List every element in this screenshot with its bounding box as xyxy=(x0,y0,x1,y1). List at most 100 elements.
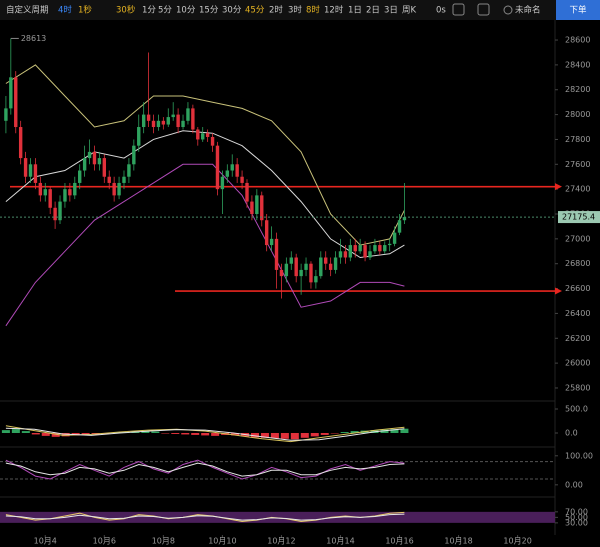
interval[interactable]: 4时 xyxy=(58,5,72,16)
y-tick-label: 26800 xyxy=(565,259,590,268)
timer[interactable]: 0s xyxy=(436,6,446,16)
candle-body xyxy=(141,114,146,128)
layout-name[interactable]: 未命名 xyxy=(515,5,541,16)
candle-body xyxy=(363,245,367,258)
candle-body xyxy=(358,245,362,252)
indicator-line xyxy=(5,513,405,521)
candle-body xyxy=(186,108,190,121)
candle-body xyxy=(402,217,407,221)
interval[interactable]: 1日 xyxy=(348,6,362,16)
interval[interactable]: 8时 xyxy=(306,5,320,16)
interval[interactable]: 3时 xyxy=(288,5,302,16)
candle-body xyxy=(368,251,372,258)
camera-icon[interactable] xyxy=(452,3,465,16)
candle-body xyxy=(43,189,47,196)
histogram-bar xyxy=(151,431,160,433)
histogram-bar xyxy=(171,433,180,434)
y-tick-label: 27400 xyxy=(565,185,590,194)
indicator-line xyxy=(5,163,405,327)
range-band xyxy=(0,511,555,523)
histogram-bar xyxy=(320,433,329,435)
candle-body xyxy=(176,114,180,128)
histogram-bar xyxy=(310,433,319,437)
candle-body xyxy=(63,189,67,202)
candle-body xyxy=(58,201,62,221)
x-tick-label: 10月4 xyxy=(34,537,57,546)
candle-body xyxy=(319,257,323,277)
y-tick-label: 500.0 xyxy=(565,405,588,414)
y-tick-label: 28400 xyxy=(565,60,590,69)
indicator-line xyxy=(5,427,405,441)
high-label: 28613 xyxy=(21,34,46,43)
candle-body xyxy=(215,145,220,190)
candle-body xyxy=(28,164,33,177)
candle-body xyxy=(18,127,23,159)
interval[interactable]: 30分 xyxy=(222,6,242,16)
candle-body xyxy=(92,151,97,165)
histogram-bar xyxy=(350,431,359,433)
interval[interactable]: 15分 xyxy=(199,6,219,16)
settings-icon[interactable] xyxy=(477,3,490,16)
candle-body xyxy=(343,251,348,258)
histogram-bar xyxy=(340,432,349,433)
histogram-bar xyxy=(191,433,200,435)
candle-body xyxy=(48,189,52,208)
candle-body xyxy=(137,127,141,146)
candle-body xyxy=(269,238,274,246)
order-button-label[interactable]: 下单 xyxy=(569,5,587,16)
interval[interactable]: 30秒 xyxy=(116,5,136,16)
candle-body xyxy=(220,176,225,190)
interval[interactable]: 2日 xyxy=(366,6,380,16)
histogram-bar xyxy=(231,433,240,436)
x-tick-label: 10月12 xyxy=(267,537,295,546)
interval[interactable]: 1秒 xyxy=(78,5,92,16)
y-tick-label: 50.00 xyxy=(565,513,588,522)
candle-body xyxy=(87,151,92,159)
histogram-bar xyxy=(41,433,50,436)
histogram-bar xyxy=(181,433,190,435)
candle-body xyxy=(78,170,82,183)
histogram-bar xyxy=(390,429,399,433)
x-tick-label: 10月14 xyxy=(326,537,354,546)
candle-body xyxy=(264,220,269,246)
candle-body xyxy=(225,170,230,177)
candle-body xyxy=(348,245,353,258)
interval[interactable]: 1分 xyxy=(142,6,156,16)
interval[interactable]: 5分 xyxy=(158,6,172,16)
indicator-line xyxy=(5,425,405,443)
candle-body xyxy=(328,263,333,270)
candle-body xyxy=(284,263,289,277)
y-tick-label: 27000 xyxy=(565,234,590,243)
candle-body xyxy=(166,117,170,125)
candle-body xyxy=(156,120,161,128)
order-button[interactable] xyxy=(556,0,600,20)
candle-body xyxy=(161,120,166,125)
candle-body xyxy=(274,238,279,270)
candle-body xyxy=(14,77,18,128)
interval[interactable]: 3日 xyxy=(384,6,398,16)
y-tick-label: 28600 xyxy=(565,36,590,45)
interval[interactable]: 10分 xyxy=(176,6,196,16)
y-tick-label: 0.0 xyxy=(565,429,578,438)
interval[interactable]: 45分 xyxy=(245,6,265,16)
histogram-bar xyxy=(21,431,30,433)
candle-body xyxy=(191,108,195,130)
custom-period[interactable]: 自定义周期 xyxy=(6,5,49,16)
indicator-line xyxy=(5,64,405,246)
interval[interactable]: 2时 xyxy=(269,5,283,16)
interval[interactable]: 周K xyxy=(402,6,417,16)
candle-body xyxy=(309,263,313,283)
candle-body xyxy=(127,164,131,177)
candle-body xyxy=(38,182,43,196)
candle-body xyxy=(151,120,156,128)
x-tick-label: 10月6 xyxy=(93,537,116,546)
candle-body xyxy=(112,182,116,196)
indicator-line xyxy=(5,462,405,477)
histogram-bar xyxy=(141,431,150,433)
candle-body xyxy=(279,269,284,277)
candle-body xyxy=(4,108,8,121)
histogram-bar xyxy=(380,429,389,433)
candle-body xyxy=(387,243,392,246)
candle-body xyxy=(102,158,107,177)
interval[interactable]: 12时 xyxy=(324,5,344,16)
